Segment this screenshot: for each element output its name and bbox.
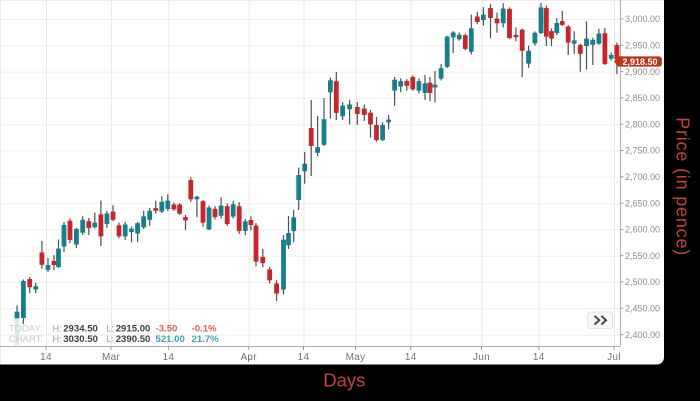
svg-text:3,000.00: 3,000.00: [625, 14, 660, 24]
svg-text:CHART:: CHART:: [9, 334, 43, 345]
svg-text:2,800.00: 2,800.00: [625, 119, 660, 129]
svg-text:2,950.00: 2,950.00: [625, 41, 660, 51]
svg-text:Price (in pence): Price (in pence): [673, 117, 693, 256]
svg-text:2,550.00: 2,550.00: [625, 251, 660, 261]
svg-text:2,700.00: 2,700.00: [625, 172, 660, 182]
svg-text:521.00: 521.00: [156, 334, 185, 345]
svg-text:Days: Days: [323, 369, 365, 390]
svg-text:2,450.00: 2,450.00: [625, 304, 660, 314]
svg-text:H:: H:: [53, 334, 62, 344]
svg-text:L:: L:: [106, 334, 114, 344]
svg-text:2,850.00: 2,850.00: [625, 93, 660, 103]
svg-text:14: 14: [405, 352, 417, 363]
svg-text:-0.1%: -0.1%: [192, 324, 218, 335]
svg-text:2,650.00: 2,650.00: [625, 198, 660, 208]
svg-text:14: 14: [40, 352, 52, 363]
svg-text:2390.50: 2390.50: [116, 334, 151, 345]
svg-text:2,500.00: 2,500.00: [625, 277, 660, 287]
svg-text:14: 14: [533, 352, 545, 363]
svg-text:Jun: Jun: [473, 352, 490, 363]
svg-text:2934.50: 2934.50: [63, 324, 98, 335]
svg-text:Jul: Jul: [607, 352, 621, 363]
svg-text:21.7%: 21.7%: [192, 334, 220, 345]
svg-text:H:: H:: [53, 324, 62, 334]
svg-text:2,400.00: 2,400.00: [625, 330, 660, 340]
svg-text:-3.50: -3.50: [156, 324, 178, 335]
svg-text:TODAY:: TODAY:: [9, 324, 43, 335]
svg-text:14: 14: [163, 352, 175, 363]
svg-text:2,900.00: 2,900.00: [625, 67, 660, 77]
svg-text:May: May: [346, 352, 366, 363]
svg-text:2,750.00: 2,750.00: [625, 146, 660, 156]
svg-text:14: 14: [298, 352, 310, 363]
svg-text:L:: L:: [106, 324, 114, 334]
svg-text:2915.00: 2915.00: [116, 324, 151, 335]
svg-text:2,918.50: 2,918.50: [622, 57, 657, 67]
svg-text:2,600.00: 2,600.00: [625, 225, 660, 235]
svg-text:Apr: Apr: [240, 352, 257, 363]
svg-text:3030.50: 3030.50: [63, 334, 98, 345]
svg-text:Mar: Mar: [102, 352, 120, 363]
